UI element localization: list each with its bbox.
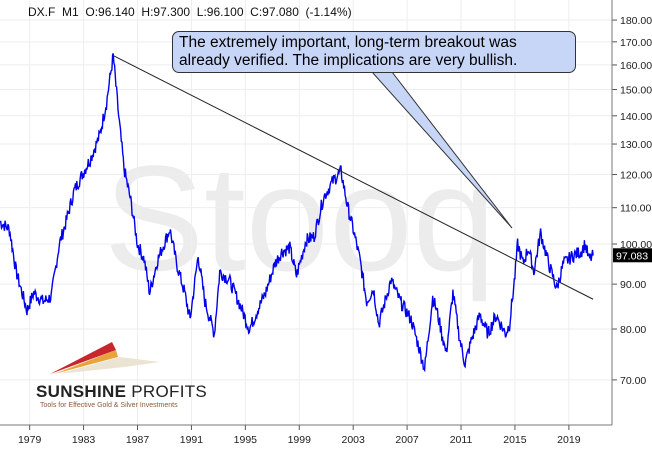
y-tick-label: 120.00 bbox=[620, 170, 652, 182]
x-tick-label: 1991 bbox=[180, 434, 204, 446]
watermark: Stooq bbox=[104, 134, 496, 302]
y-tick-label: 90.00 bbox=[620, 279, 646, 291]
trendline bbox=[113, 55, 594, 300]
y-tick-label: 80.00 bbox=[620, 324, 646, 336]
x-tick-label: 1999 bbox=[288, 434, 312, 446]
y-tick-label: 150.00 bbox=[620, 85, 652, 97]
x-tick-label: 2019 bbox=[557, 434, 581, 446]
x-tick-label: 2003 bbox=[342, 434, 366, 446]
logo-name-bold: SUNSHINE bbox=[36, 382, 127, 401]
annotation-callout: The extremely important, long-term break… bbox=[172, 31, 576, 73]
x-tick-label: 1987 bbox=[126, 434, 150, 446]
y-tick-label: 70.00 bbox=[620, 375, 646, 387]
interval: M1 bbox=[62, 5, 79, 19]
logo-swoosh-red bbox=[50, 342, 116, 374]
y-tick-label: 180.00 bbox=[620, 15, 652, 27]
y-tick-label: 160.00 bbox=[620, 60, 652, 72]
y-tick-label: 130.00 bbox=[620, 139, 652, 151]
x-tick-label: 1983 bbox=[72, 434, 96, 446]
sunshine-profits-logo: SUNSHINE PROFITS Tools for Effective Gol… bbox=[36, 382, 207, 409]
logo-swoosh-cream bbox=[58, 357, 160, 374]
y-tick-label: 140.00 bbox=[620, 111, 652, 123]
last-price-label: 97.083 bbox=[616, 250, 648, 262]
logo-tagline: Tools for Effective Gold & Silver Invest… bbox=[40, 402, 178, 409]
logo-swoosh-gold bbox=[54, 350, 118, 374]
symbol: DX.F bbox=[28, 5, 56, 19]
y-tick-label: 100.00 bbox=[620, 239, 652, 251]
x-tick-label: 1995 bbox=[234, 434, 258, 446]
price-series-line bbox=[0, 53, 594, 373]
x-tick-label: 2007 bbox=[395, 434, 419, 446]
x-tick-label: 1979 bbox=[18, 434, 42, 446]
ohlc-header: DX.F M1 O:96.140 H:97.300 L:96.100 C:97.… bbox=[28, 5, 352, 19]
low-value: L:96.100 bbox=[196, 5, 244, 19]
x-tick-label: 2015 bbox=[503, 434, 527, 446]
logo-name-regular: PROFITS bbox=[131, 382, 208, 401]
high-value: H:97.300 bbox=[141, 5, 191, 19]
change-value: (-1.14%) bbox=[305, 5, 352, 19]
open-value: O:96.140 bbox=[85, 5, 135, 19]
close-value: C:97.080 bbox=[250, 5, 299, 19]
x-tick-label: 2011 bbox=[450, 434, 473, 446]
y-tick-label: 110.00 bbox=[620, 203, 651, 215]
y-tick-label: 170.00 bbox=[620, 37, 652, 49]
last-price-badge bbox=[613, 248, 652, 263]
